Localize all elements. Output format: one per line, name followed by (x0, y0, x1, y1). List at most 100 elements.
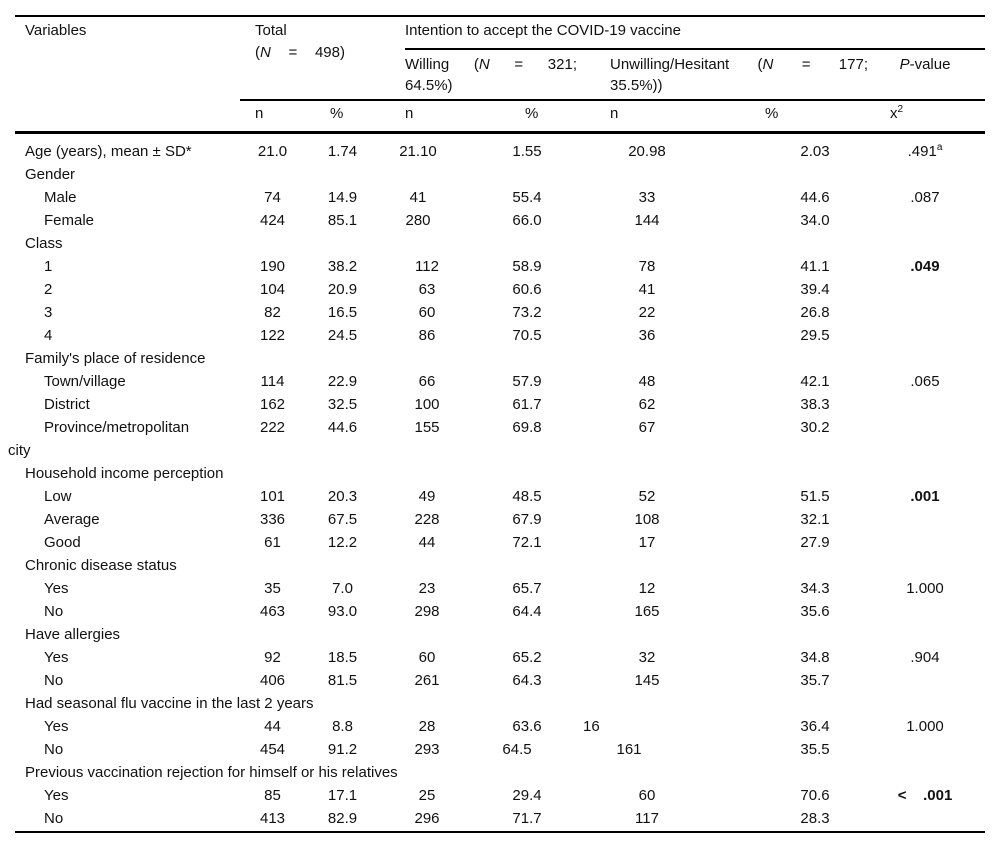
cell-willing-pct: 58.9 (512, 258, 542, 275)
cell-p-value: .087 (910, 189, 940, 206)
cell-unwilling-n: 33 (638, 189, 656, 206)
cell-total-n: 424 (259, 212, 286, 229)
row-label: Yes (44, 580, 69, 597)
table-row: Yes 35 7.0 23 65.7 12 34.3 1.000 (0, 577, 1000, 600)
cell-total-pct: 32.5 (327, 396, 358, 413)
row-label: No (44, 810, 64, 827)
cell-total-pct: 18.5 (327, 649, 358, 666)
cell-total-pct: 82.9 (327, 810, 358, 827)
cell-unwilling-pct: 41.1 (800, 258, 830, 275)
cell-willing-pct: 48.5 (512, 488, 542, 505)
column-header-total: Total (255, 22, 287, 39)
cell-willing-n: 66 (418, 373, 436, 390)
cell-willing-n: 63 (418, 281, 436, 298)
cell-p-value: 1.000 (906, 718, 944, 735)
row-label: 4 (44, 327, 53, 344)
cell-unwilling-n: 41 (638, 281, 656, 298)
table-row: Yes 44 8.8 28 63.6 16 36.4 1.000 (0, 715, 1000, 738)
cell-willing-n: 23 (418, 580, 436, 597)
table-row: Good 61 12.2 44 72.1 17 27.9 (0, 531, 1000, 554)
cell-willing-n: 155 (414, 419, 440, 436)
cell-unwilling-n: 48 (638, 373, 656, 390)
cell-willing-n: 49 (418, 488, 436, 505)
cell-willing-pct: 70.5 (512, 327, 542, 344)
cell-willing-n: 28 (418, 718, 436, 735)
cell-unwilling-n: 117 (635, 810, 659, 827)
cell-willing-n: 21.10 (399, 143, 437, 160)
row-label: Yes (44, 718, 69, 735)
cell-unwilling-n: 17 (638, 534, 656, 551)
cell-total-n: 101 (259, 488, 286, 505)
subheader-chi-square: x2 (890, 104, 904, 123)
cell-willing-n: 60 (418, 649, 436, 666)
row-label: Class (25, 235, 63, 252)
rule-header-bottom (15, 131, 985, 134)
cell-total-n: 413 (259, 810, 286, 827)
cell-total-n: 114 (260, 373, 285, 390)
cell-total-n: 406 (259, 672, 286, 689)
table-row: Age (years), mean ± SD* 21.0 1.74 21.10 1.55… (0, 140, 1000, 163)
cell-total-n: 35 (264, 580, 281, 597)
cell-willing-pct: 65.2 (512, 649, 542, 666)
cell-unwilling-n: 144 (634, 212, 660, 229)
cell-willing-pct: 65.7 (512, 580, 542, 597)
cell-unwilling-n: 16 (583, 718, 600, 735)
cell-total-pct: 12.2 (327, 534, 358, 551)
cell-willing-pct: 64.3 (512, 672, 542, 689)
cell-total-n: 104 (259, 281, 286, 298)
table-row: Low 101 20.3 49 48.5 52 51.5 .001 (0, 485, 1000, 508)
table-row: Had seasonal flu vaccine in the last 2 y… (0, 692, 1000, 715)
cell-total-pct: 24.5 (327, 327, 358, 344)
cell-unwilling-pct: 26.8 (800, 304, 830, 321)
table-row: No 406 81.5 261 64.3 145 35.7 (0, 669, 1000, 692)
cell-total-pct: 93.0 (327, 603, 358, 620)
cell-total-pct: 67.5 (327, 511, 358, 528)
cell-unwilling-pct: 51.5 (800, 488, 830, 505)
table-row: Chronic disease status (0, 554, 1000, 577)
table-row: No 454 91.2 293 64.5 161 35.5 (0, 738, 1000, 761)
cell-willing-n: 280 (405, 212, 431, 229)
subheader-total-n: n (255, 105, 264, 122)
row-label: Yes (44, 787, 69, 804)
column-header-unwilling: Unwilling/Hesitant (N = 177; (610, 56, 868, 73)
cell-unwilling-n: 78 (638, 258, 656, 275)
row-label: Province/metropolitan (44, 419, 190, 436)
cell-total-pct: 16.5 (327, 304, 358, 321)
cell-willing-n: 100 (414, 396, 440, 413)
cell-total-pct: 17.1 (327, 787, 358, 804)
table-row: 2 104 20.9 63 60.6 41 39.4 (0, 278, 1000, 301)
cell-willing-pct: 61.7 (512, 396, 542, 413)
cell-willing-pct: 1.55 (512, 143, 542, 160)
cell-willing-pct: 69.8 (512, 419, 542, 436)
column-header-total-n: (N = 498) (255, 44, 345, 61)
table-rows: Age (years), mean ± SD* 21.0 1.74 21.10 1.55… (0, 140, 1000, 830)
cell-unwilling-n: 62 (638, 396, 656, 413)
cell-unwilling-n: 22 (638, 304, 656, 321)
table-rule-bottom (15, 831, 985, 833)
cell-unwilling-n: 161 (616, 741, 642, 758)
cell-unwilling-n: 12 (638, 580, 656, 597)
table-row: No 413 82.9 296 71.7 117 28.3 (0, 807, 1000, 830)
cell-total-pct: 44.6 (327, 419, 358, 436)
table-row: District 162 32.5 100 61.7 62 38.3 (0, 393, 1000, 416)
cell-unwilling-pct: 35.7 (800, 672, 830, 689)
subheader-willing-pct: % (525, 105, 539, 122)
cell-total-n: 85 (264, 787, 281, 804)
cell-unwilling-pct: 38.3 (800, 396, 830, 413)
table-row: Household income perception (0, 462, 1000, 485)
cell-willing-pct: 63.6 (512, 718, 542, 735)
row-label: Male (44, 189, 77, 206)
cell-willing-pct: 64.5 (502, 741, 532, 758)
cell-willing-pct: 60.6 (512, 281, 542, 298)
cell-unwilling-pct: 35.5 (800, 741, 830, 758)
cell-unwilling-pct: 36.4 (800, 718, 830, 735)
cell-willing-n: 112 (415, 258, 439, 275)
cell-willing-n: 86 (418, 327, 436, 344)
row-label: Town/village (44, 373, 126, 390)
cell-total-pct: 91.2 (327, 741, 358, 758)
row-label: No (44, 672, 64, 689)
cell-willing-pct: 66.0 (512, 212, 542, 229)
cell-unwilling-n: 32 (638, 649, 656, 666)
cell-willing-n: 228 (414, 511, 440, 528)
cell-unwilling-pct: 39.4 (800, 281, 830, 298)
